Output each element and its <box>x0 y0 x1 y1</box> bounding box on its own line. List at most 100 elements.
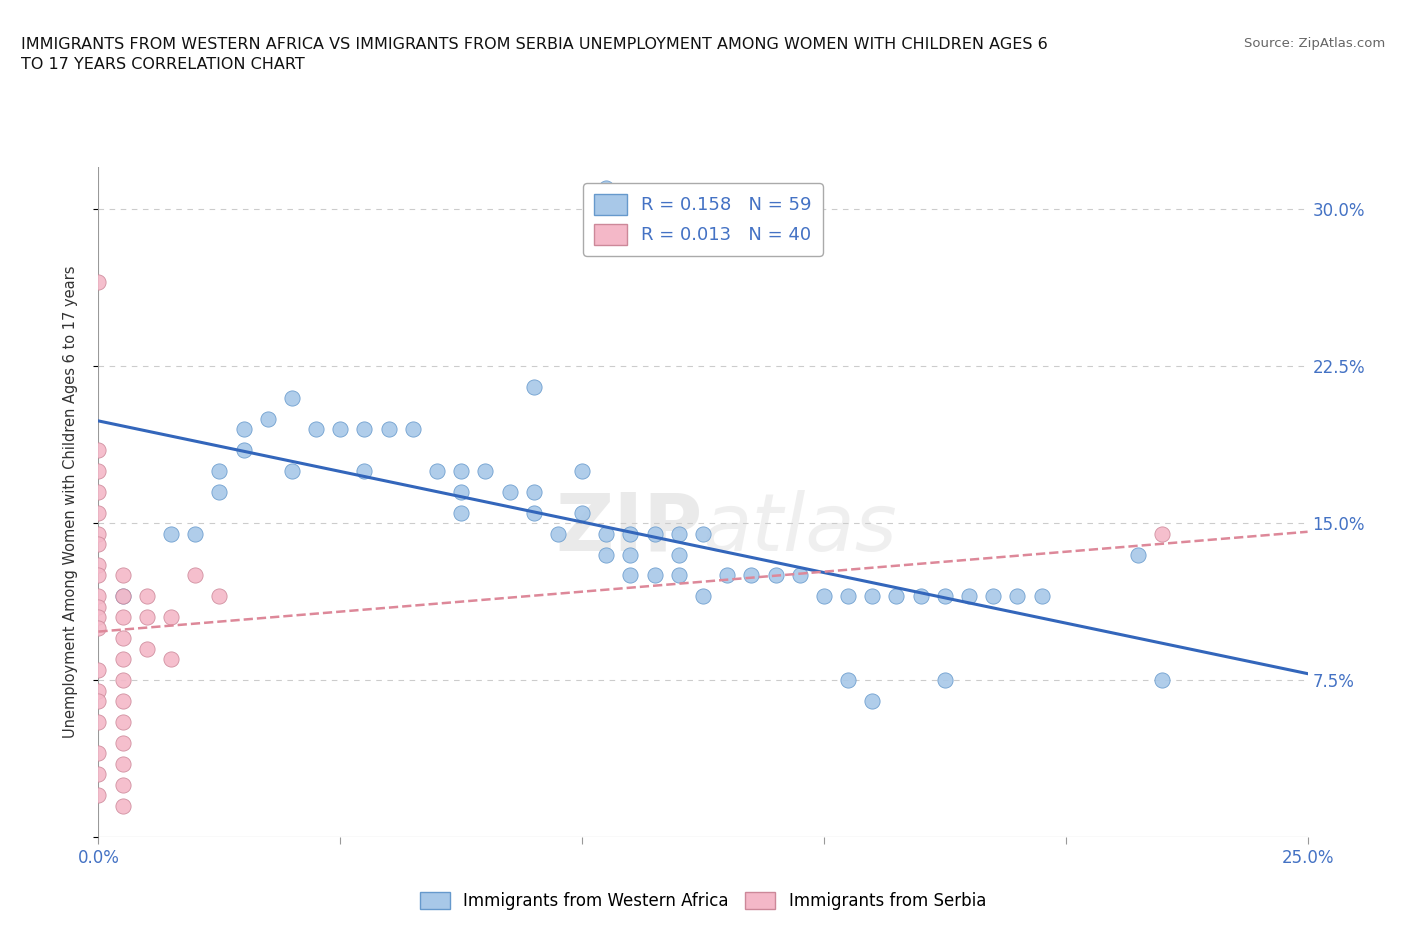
Point <box>87 746 110 761</box>
Point <box>619 547 641 562</box>
Point <box>692 589 714 604</box>
Point <box>208 485 231 499</box>
Point <box>87 526 110 541</box>
Point <box>860 589 883 604</box>
Point <box>281 391 304 405</box>
Point <box>160 652 183 667</box>
Point <box>619 526 641 541</box>
Point <box>353 421 375 436</box>
Point <box>329 421 352 436</box>
Point <box>1152 526 1174 541</box>
Point <box>87 662 110 677</box>
Point <box>547 526 569 541</box>
Legend: R = 0.158   N = 59, R = 0.013   N = 40: R = 0.158 N = 59, R = 0.013 N = 40 <box>583 183 823 256</box>
Point <box>377 421 399 436</box>
Point <box>523 505 546 520</box>
Point <box>1152 672 1174 687</box>
Point <box>450 505 472 520</box>
Point <box>450 485 472 499</box>
Point <box>87 537 110 551</box>
Point <box>87 589 110 604</box>
Text: ZIP: ZIP <box>555 490 703 568</box>
Point <box>450 463 472 478</box>
Point <box>692 526 714 541</box>
Point <box>353 463 375 478</box>
Text: IMMIGRANTS FROM WESTERN AFRICA VS IMMIGRANTS FROM SERBIA UNEMPLOYMENT AMONG WOME: IMMIGRANTS FROM WESTERN AFRICA VS IMMIGR… <box>21 37 1047 72</box>
Point <box>934 589 956 604</box>
Point <box>87 463 110 478</box>
Point <box>837 672 859 687</box>
Point <box>111 714 134 729</box>
Point <box>813 589 835 604</box>
Point <box>184 568 207 583</box>
Point <box>111 631 134 645</box>
Point <box>281 463 304 478</box>
Point <box>837 589 859 604</box>
Point <box>111 610 134 625</box>
Point <box>1128 547 1150 562</box>
Point <box>111 736 134 751</box>
Point <box>87 694 110 709</box>
Point <box>886 589 908 604</box>
Point <box>87 766 110 781</box>
Point <box>111 652 134 667</box>
Point <box>668 568 690 583</box>
Point <box>232 421 254 436</box>
Point <box>595 181 617 196</box>
Point <box>135 642 157 657</box>
Point <box>934 672 956 687</box>
Point <box>87 558 110 573</box>
Point <box>305 421 328 436</box>
Point <box>523 379 546 394</box>
Point <box>957 589 980 604</box>
Point <box>740 568 762 583</box>
Point <box>619 568 641 583</box>
Point <box>256 411 278 426</box>
Point <box>87 485 110 499</box>
Point <box>135 610 157 625</box>
Point <box>184 526 207 541</box>
Point <box>87 714 110 729</box>
Y-axis label: Unemployment Among Women with Children Ages 6 to 17 years: Unemployment Among Women with Children A… <box>63 266 77 738</box>
Point <box>135 589 157 604</box>
Point <box>87 505 110 520</box>
Point <box>644 568 666 583</box>
Point <box>232 443 254 458</box>
Point <box>87 683 110 698</box>
Point <box>160 526 183 541</box>
Point <box>87 568 110 583</box>
Point <box>1031 589 1053 604</box>
Point <box>111 589 134 604</box>
Point <box>474 463 496 478</box>
Point <box>87 788 110 803</box>
Point <box>111 589 134 604</box>
Text: atlas: atlas <box>703 490 898 568</box>
Point <box>426 463 449 478</box>
Point <box>111 777 134 792</box>
Point <box>498 485 520 499</box>
Point <box>910 589 932 604</box>
Point <box>981 589 1004 604</box>
Point <box>208 589 231 604</box>
Point <box>571 505 593 520</box>
Point <box>595 526 617 541</box>
Point <box>595 547 617 562</box>
Point <box>111 694 134 709</box>
Point <box>1007 589 1029 604</box>
Point <box>87 275 110 290</box>
Point <box>860 694 883 709</box>
Point <box>208 463 231 478</box>
Point <box>765 568 787 583</box>
Point <box>789 568 811 583</box>
Point <box>668 526 690 541</box>
Point <box>87 443 110 458</box>
Point <box>644 526 666 541</box>
Point <box>87 610 110 625</box>
Point <box>111 798 134 813</box>
Point <box>716 568 738 583</box>
Point <box>571 463 593 478</box>
Point <box>111 756 134 771</box>
Point <box>160 610 183 625</box>
Point <box>402 421 425 436</box>
Point <box>87 620 110 635</box>
